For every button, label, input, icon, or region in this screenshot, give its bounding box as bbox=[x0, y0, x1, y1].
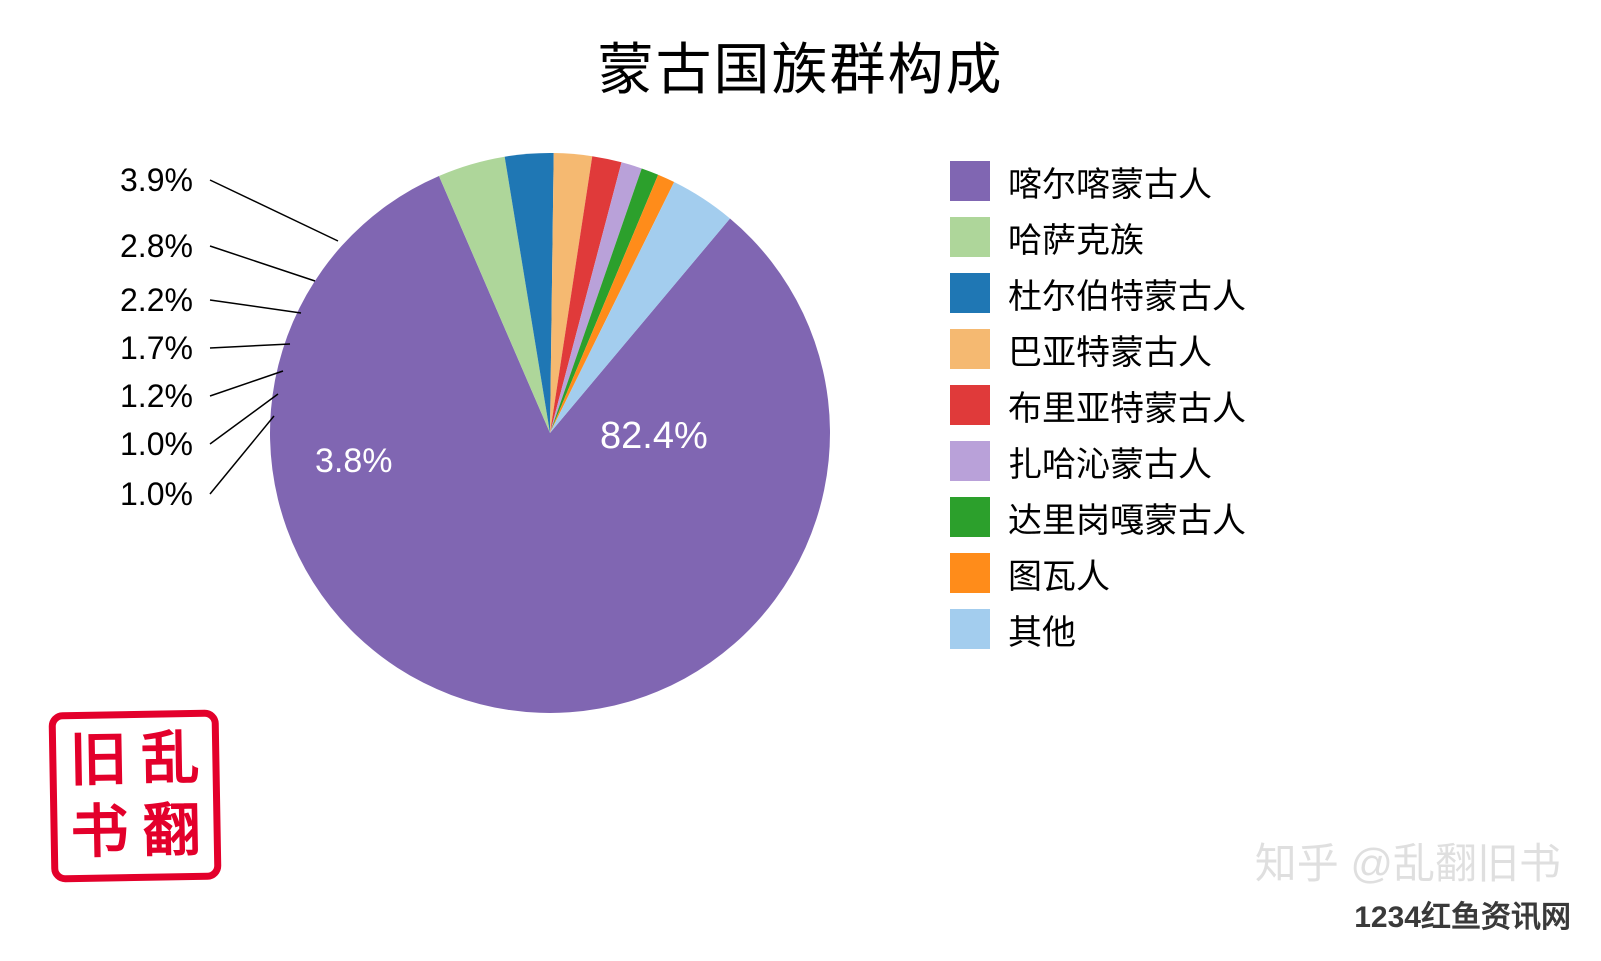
legend-label: 图瓦人 bbox=[1008, 549, 1110, 598]
legend-label: 布里亚特蒙古人 bbox=[1008, 381, 1246, 430]
legend-swatch bbox=[950, 497, 990, 537]
leader-line bbox=[210, 180, 338, 241]
legend-swatch bbox=[950, 329, 990, 369]
callout-label: 2.2% bbox=[120, 282, 193, 319]
callout-label: 3.9% bbox=[120, 162, 193, 199]
stamp-char: 旧 bbox=[62, 724, 135, 797]
legend-item: 扎哈沁蒙古人 bbox=[950, 440, 1246, 482]
leader-line bbox=[210, 416, 274, 494]
legend-label: 巴亚特蒙古人 bbox=[1008, 325, 1212, 374]
watermark-zhihu: 知乎 @乱翻旧书 bbox=[1255, 830, 1561, 891]
legend-label: 喀尔喀蒙古人 bbox=[1008, 157, 1212, 206]
legend-item: 喀尔喀蒙古人 bbox=[950, 160, 1246, 202]
legend-swatch bbox=[950, 385, 990, 425]
legend-item: 杜尔伯特蒙古人 bbox=[950, 272, 1246, 314]
legend-label: 杜尔伯特蒙古人 bbox=[1008, 269, 1246, 318]
leader-line bbox=[210, 246, 315, 281]
legend-swatch bbox=[950, 441, 990, 481]
leader-line bbox=[210, 394, 278, 444]
legend-swatch bbox=[950, 217, 990, 257]
legend-item: 其他 bbox=[950, 608, 1246, 650]
callout-label: 1.7% bbox=[120, 330, 193, 367]
slice-value-label: 82.4% bbox=[600, 415, 708, 458]
legend: 喀尔喀蒙古人哈萨克族杜尔伯特蒙古人巴亚特蒙古人布里亚特蒙古人扎哈沁蒙古人达里岗嘎… bbox=[950, 160, 1246, 664]
callout-label: 1.2% bbox=[120, 378, 193, 415]
legend-swatch bbox=[950, 553, 990, 593]
legend-item: 哈萨克族 bbox=[950, 216, 1246, 258]
legend-item: 布里亚特蒙古人 bbox=[950, 384, 1246, 426]
callout-label: 1.0% bbox=[120, 426, 193, 463]
source-stamp: 旧 乱 书 翻 bbox=[49, 710, 222, 883]
callout-label: 2.8% bbox=[120, 228, 193, 265]
leader-line bbox=[210, 344, 290, 348]
slice-value-label: 3.8% bbox=[315, 442, 393, 481]
legend-label: 扎哈沁蒙古人 bbox=[1008, 437, 1212, 486]
legend-swatch bbox=[950, 609, 990, 649]
legend-label: 其他 bbox=[1008, 605, 1076, 654]
legend-item: 达里岗嘎蒙古人 bbox=[950, 496, 1246, 538]
watermark-site: 1234红鱼资讯网 bbox=[1354, 892, 1571, 936]
legend-label: 达里岗嘎蒙古人 bbox=[1008, 493, 1246, 542]
legend-swatch bbox=[950, 273, 990, 313]
leader-line bbox=[210, 371, 283, 396]
leader-line bbox=[210, 300, 301, 313]
stamp-char: 翻 bbox=[135, 795, 208, 868]
pie-chart bbox=[0, 0, 1601, 961]
legend-item: 巴亚特蒙古人 bbox=[950, 328, 1246, 370]
legend-item: 图瓦人 bbox=[950, 552, 1246, 594]
stamp-char: 乱 bbox=[134, 723, 207, 796]
stamp-char: 书 bbox=[63, 796, 136, 869]
legend-label: 哈萨克族 bbox=[1008, 213, 1144, 262]
legend-swatch bbox=[950, 161, 990, 201]
callout-label: 1.0% bbox=[120, 476, 193, 513]
